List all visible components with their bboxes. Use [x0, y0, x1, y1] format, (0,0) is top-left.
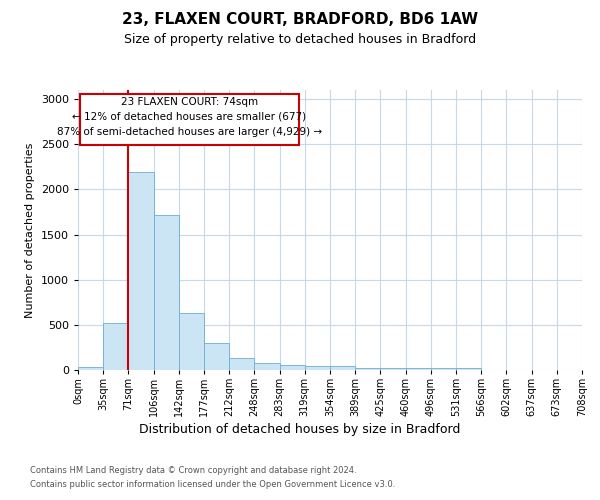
Bar [330, 366, 355, 370]
Bar [456, 368, 481, 370]
Text: Contains public sector information licensed under the Open Government Licence v3: Contains public sector information licen… [30, 480, 395, 489]
Bar [128, 172, 154, 370]
Bar [280, 366, 305, 370]
Bar [355, 368, 380, 370]
Bar [406, 368, 431, 370]
Bar [254, 363, 280, 370]
Bar [103, 322, 128, 370]
Bar [305, 366, 330, 370]
Bar [380, 368, 406, 370]
Y-axis label: Number of detached properties: Number of detached properties [25, 142, 35, 318]
Bar [78, 368, 103, 370]
Text: 23 FLAXEN COURT: 74sqm: 23 FLAXEN COURT: 74sqm [121, 96, 258, 106]
Text: Contains HM Land Registry data © Crown copyright and database right 2024.: Contains HM Land Registry data © Crown c… [30, 466, 356, 475]
Text: Size of property relative to detached houses in Bradford: Size of property relative to detached ho… [124, 32, 476, 46]
Bar [179, 313, 204, 370]
Bar [431, 368, 456, 370]
Text: ← 12% of detached houses are smaller (677): ← 12% of detached houses are smaller (67… [72, 111, 307, 121]
Bar [229, 358, 254, 370]
Text: 87% of semi-detached houses are larger (4,929) →: 87% of semi-detached houses are larger (… [56, 126, 322, 136]
Bar [204, 344, 229, 370]
Bar [80, 94, 299, 145]
Bar [154, 214, 179, 370]
Text: Distribution of detached houses by size in Bradford: Distribution of detached houses by size … [139, 422, 461, 436]
Text: 23, FLAXEN COURT, BRADFORD, BD6 1AW: 23, FLAXEN COURT, BRADFORD, BD6 1AW [122, 12, 478, 28]
